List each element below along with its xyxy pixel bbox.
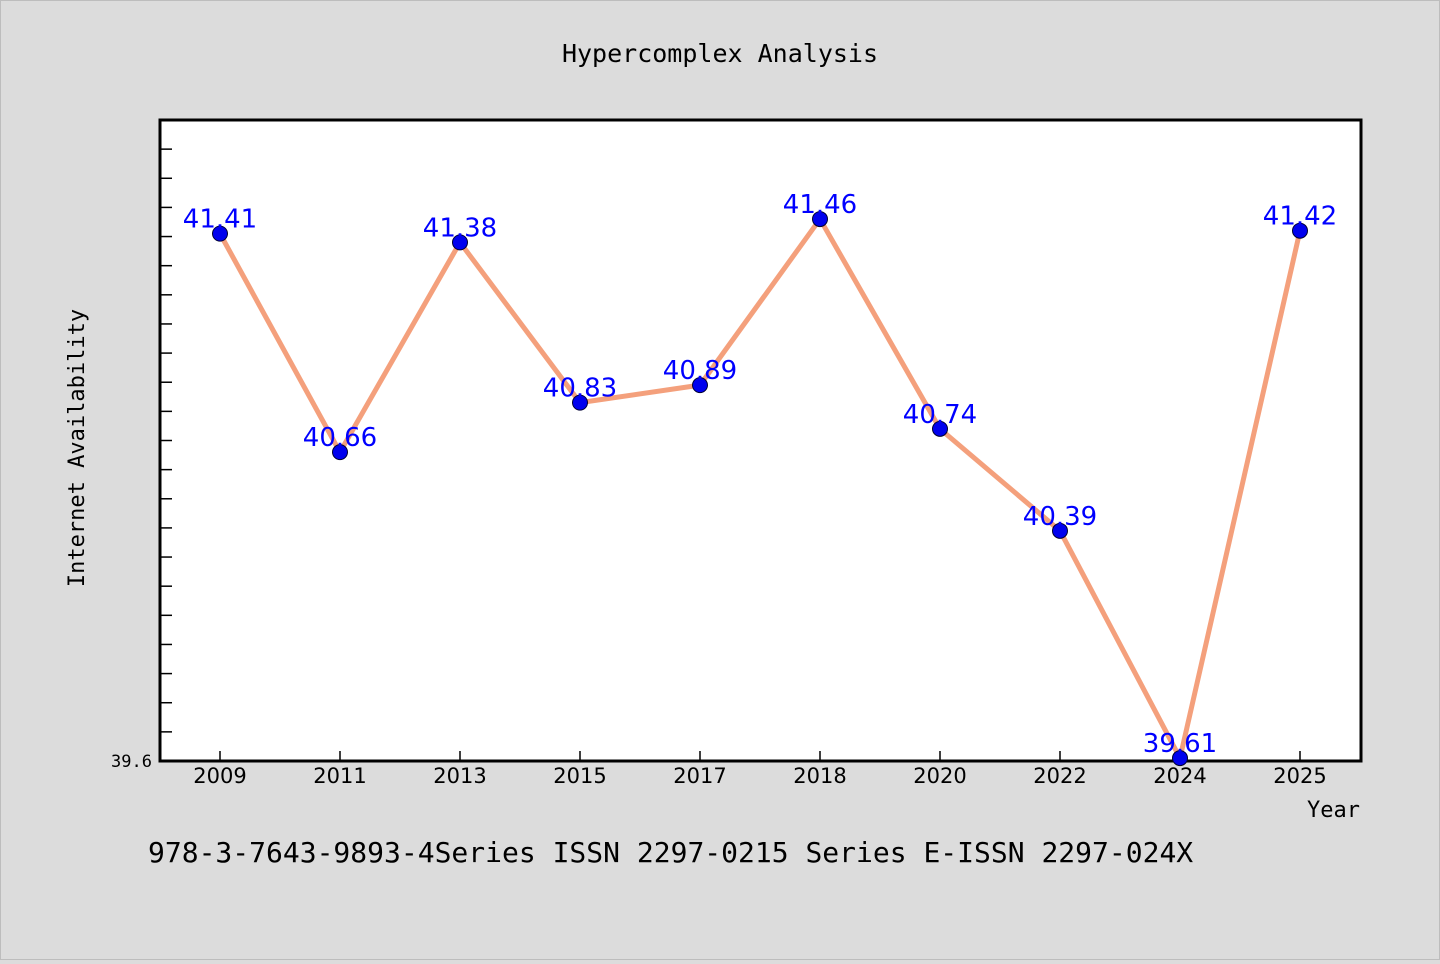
y-tick-label: 39.6 [111, 752, 152, 772]
chart-title: Hypercomplex Analysis [562, 39, 878, 68]
data-label: 41.41 [183, 205, 257, 235]
data-label: 41.46 [783, 190, 857, 220]
data-point [1172, 750, 1188, 767]
y-axis-ticks [160, 119, 172, 762]
x-tick-label: 2015 [553, 764, 606, 788]
data-label: 40.74 [903, 400, 977, 430]
x-tick-label: 2017 [673, 764, 726, 788]
data-label: 40.83 [543, 374, 617, 404]
series-line [217, 216, 1303, 761]
data-point [572, 394, 588, 411]
plot-area [158, 118, 1363, 763]
x-tick-label: 2024 [1153, 764, 1206, 788]
x-tick-label: 2020 [913, 764, 966, 788]
x-tick-label: 2013 [433, 764, 486, 788]
data-label: 40.66 [303, 423, 377, 453]
footer-text: 978-3-7643-9893-4Series ISSN 2297-0215 S… [148, 836, 1193, 869]
data-point [812, 211, 828, 228]
data-label: 41.42 [1263, 202, 1337, 232]
data-point [1292, 222, 1308, 239]
y-axis-label: Internet Availability [65, 309, 90, 587]
x-tick-label: 2022 [1033, 764, 1086, 788]
x-tick-label: 2009 [193, 764, 246, 788]
data-labels: 41.41 40.66 41.38 40.83 40.89 41.46 40.74 40.39… [183, 190, 1337, 759]
data-point [1052, 522, 1068, 539]
x-axis-label: Year [1307, 798, 1360, 823]
data-label: 41.38 [423, 213, 497, 243]
data-point [692, 377, 708, 394]
data-label: 39.61 [1143, 729, 1217, 759]
data-point [932, 420, 948, 437]
data-label: 40.39 [1023, 502, 1097, 532]
x-axis-ticks: 2009 2011 2013 2015 2017 2018 2020 2022 2024 2025 [193, 751, 1327, 788]
data-point [212, 225, 228, 242]
data-point [452, 234, 468, 251]
x-tick-label: 2011 [313, 764, 366, 788]
x-tick-label: 2018 [793, 764, 846, 788]
data-point [332, 444, 348, 461]
data-label: 40.89 [663, 356, 737, 386]
series-markers [212, 211, 1308, 767]
x-tick-label: 2025 [1273, 764, 1326, 788]
